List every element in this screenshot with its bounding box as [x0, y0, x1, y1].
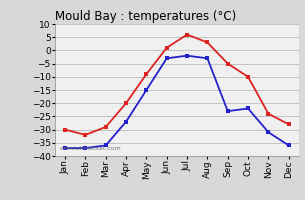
Text: www.allmetsat.com: www.allmetsat.com: [60, 146, 121, 151]
Text: Mould Bay : temperatures (°C): Mould Bay : temperatures (°C): [55, 10, 236, 23]
